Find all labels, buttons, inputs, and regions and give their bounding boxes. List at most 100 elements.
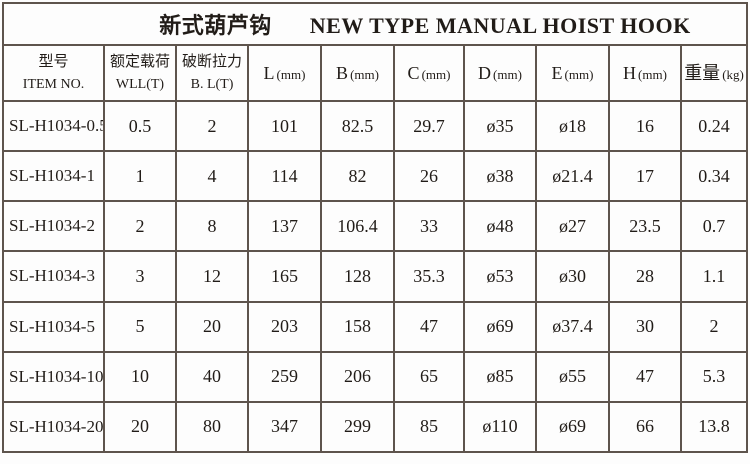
- cell-weight: 2: [679, 300, 749, 353]
- cell-wll: 5: [103, 300, 177, 353]
- cell-h: 66: [608, 400, 682, 454]
- header-dim-l: L (mm): [247, 44, 322, 102]
- table-row: SL-H1034-5 5 20 203 158 47 ø69 ø37.4 30 …: [2, 300, 749, 353]
- table-row: SL-H1034-2 2 8 137 106.4 33 ø48 ø27 23.5…: [2, 200, 749, 253]
- cell-d: ø38: [463, 150, 537, 203]
- cell-b: 128: [320, 250, 395, 303]
- table-row: SL-H1034-10 10 40 259 206 65 ø85 ø55 47 …: [2, 350, 749, 403]
- header-item-no-zh: 型号: [38, 54, 69, 71]
- cell-wll: 20: [103, 400, 177, 454]
- cell-d: ø85: [463, 350, 537, 403]
- cell-d: ø48: [463, 200, 537, 253]
- cell-c: 26: [393, 150, 465, 203]
- cell-b: 206: [320, 350, 395, 403]
- cell-wll: 2: [103, 200, 177, 253]
- cell-bl: 4: [175, 150, 249, 203]
- cell-d: ø110: [463, 400, 537, 454]
- cell-e: ø30: [535, 250, 610, 303]
- cell-weight: 1.1: [679, 250, 749, 303]
- cell-h: 23.5: [608, 200, 682, 253]
- cell-b: 82: [320, 150, 395, 203]
- cell-h: 47: [608, 350, 682, 403]
- cell-b: 299: [320, 400, 395, 454]
- cell-item-no: SL-H1034-20: [2, 400, 105, 454]
- cell-l: 101: [247, 99, 322, 153]
- cell-bl: 12: [175, 250, 249, 303]
- cell-l: 347: [247, 400, 322, 454]
- header-weight: 重量 (kg): [679, 44, 749, 102]
- cell-e: ø55: [535, 350, 610, 403]
- header-breaking-load: 破断拉力 B. L(T): [175, 44, 249, 102]
- cell-wll: 3: [103, 250, 177, 303]
- cell-item-no: SL-H1034-2: [2, 200, 105, 253]
- cell-c: 47: [393, 300, 465, 353]
- cell-weight: 5.3: [679, 350, 749, 403]
- cell-bl: 8: [175, 200, 249, 253]
- cell-item-no: SL-H1034-0.5: [2, 99, 105, 153]
- cell-b: 106.4: [320, 200, 395, 253]
- header-item-no-en: ITEM NO.: [22, 76, 85, 92]
- cell-wll: 10: [103, 350, 177, 403]
- header-dim-c: C (mm): [393, 44, 465, 102]
- cell-item-no: SL-H1034-1: [2, 150, 105, 203]
- cell-l: 137: [247, 200, 322, 253]
- cell-bl: 40: [175, 350, 249, 403]
- title-row: 新式葫芦钩 NEW TYPE MANUAL HOIST HOOK: [1, 2, 749, 46]
- header-breaking-load-en: B. L(T): [190, 76, 234, 92]
- header-dim-d: D (mm): [463, 44, 537, 102]
- cell-h: 17: [608, 150, 682, 203]
- cell-bl: 80: [175, 400, 249, 454]
- cell-weight: 0.24: [679, 99, 749, 153]
- cell-bl: 20: [175, 300, 249, 353]
- cell-e: ø18: [535, 99, 610, 153]
- cell-l: 203: [247, 300, 322, 353]
- cell-d: ø69: [463, 300, 537, 353]
- table-row: SL-H1034-1 1 4 114 82 26 ø38 ø21.4 17 0.…: [2, 150, 749, 203]
- cell-l: 165: [247, 250, 322, 303]
- page-title: 新式葫芦钩 NEW TYPE MANUAL HOIST HOOK: [1, 2, 749, 46]
- page-title-zh: 新式葫芦钩: [159, 13, 272, 38]
- table-row: SL-H1034-0.5 0.5 2 101 82.5 29.7 ø35 ø18…: [2, 99, 749, 153]
- cell-weight: 0.7: [679, 200, 749, 253]
- page-title-en: NEW TYPE MANUAL HOIST HOOK: [309, 13, 691, 38]
- cell-e: ø69: [535, 400, 610, 454]
- cell-item-no: SL-H1034-3: [2, 250, 105, 303]
- cell-wll: 0.5: [103, 99, 177, 153]
- cell-weight: 0.34: [679, 150, 749, 203]
- header-wll-en: WLL(T): [115, 76, 165, 92]
- cell-h: 16: [608, 99, 682, 153]
- header-wll-zh: 额定载荷: [109, 54, 170, 71]
- cell-b: 82.5: [320, 99, 395, 153]
- header-wll: 额定载荷 WLL(T): [103, 44, 177, 102]
- cell-c: 35.3: [393, 250, 465, 303]
- table-row: SL-H1034-20 20 80 347 299 85 ø110 ø69 66…: [2, 400, 749, 454]
- table-row: SL-H1034-3 3 12 165 128 35.3 ø53 ø30 28 …: [2, 250, 749, 303]
- cell-h: 28: [608, 250, 682, 303]
- cell-b: 158: [320, 300, 395, 353]
- cell-e: ø37.4: [535, 300, 610, 353]
- header-dim-h: H (mm): [608, 44, 682, 102]
- header-dim-e: E (mm): [535, 44, 610, 102]
- hoist-hook-spec-table: 新式葫芦钩 NEW TYPE MANUAL HOIST HOOK 型号 ITEM …: [1, 2, 749, 454]
- cell-e: ø21.4: [535, 150, 610, 203]
- cell-item-no: SL-H1034-10: [2, 350, 105, 403]
- cell-item-no: SL-H1034-5: [2, 300, 105, 353]
- cell-l: 114: [247, 150, 322, 203]
- header-dim-b: B (mm): [320, 44, 395, 102]
- cell-c: 65: [393, 350, 465, 403]
- cell-c: 85: [393, 400, 465, 454]
- cell-h: 30: [608, 300, 682, 353]
- cell-l: 259: [247, 350, 322, 403]
- cell-wll: 1: [103, 150, 177, 203]
- cell-e: ø27: [535, 200, 610, 253]
- cell-c: 29.7: [393, 99, 465, 153]
- cell-weight: 13.8: [679, 400, 749, 454]
- cell-d: ø53: [463, 250, 537, 303]
- cell-d: ø35: [463, 99, 537, 153]
- cell-bl: 2: [175, 99, 249, 153]
- header-item-no: 型号 ITEM NO.: [2, 44, 105, 102]
- header-breaking-load-zh: 破断拉力: [181, 54, 242, 71]
- table-header-row: 型号 ITEM NO. 额定载荷 WLL(T) 破断拉力 B. L(T) L (m…: [2, 44, 749, 102]
- cell-c: 33: [393, 200, 465, 253]
